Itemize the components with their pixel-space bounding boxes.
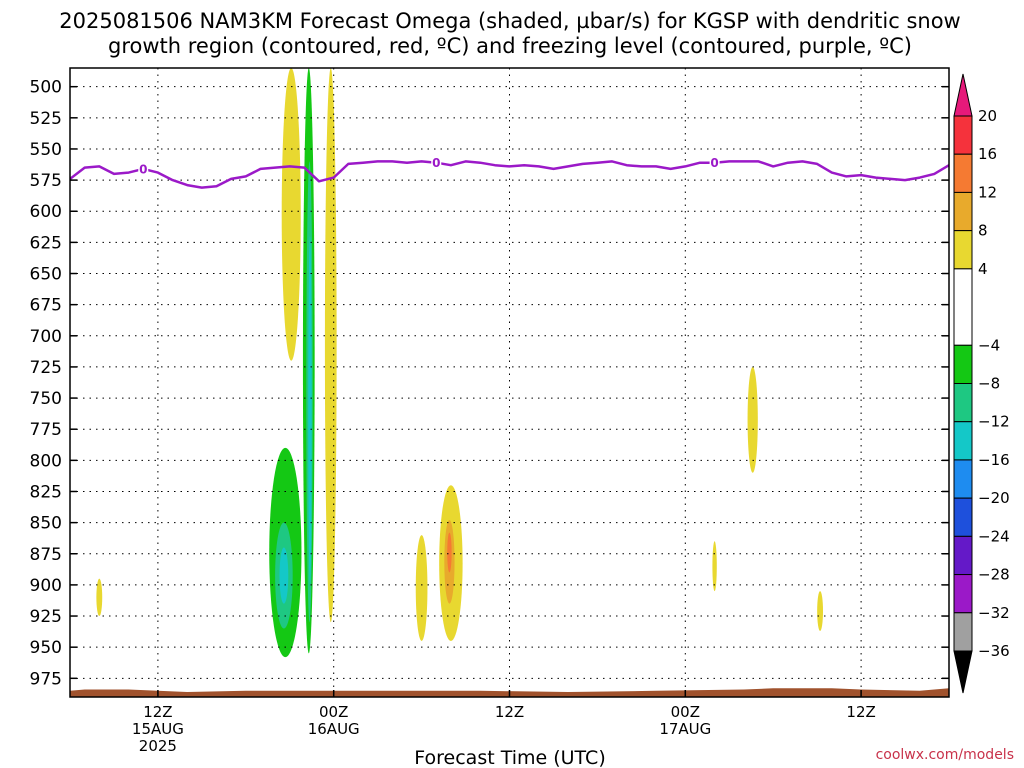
colorbar-bin-1 bbox=[953, 153, 973, 193]
xtick-label-42-0: 00Z bbox=[671, 703, 700, 721]
xtick-label-18-1: 16AUG bbox=[308, 720, 360, 738]
colorbar-bin-9 bbox=[953, 497, 973, 537]
colorbar-bin-5 bbox=[953, 344, 973, 384]
grid-lines bbox=[70, 68, 949, 697]
colorbar-bin-0 bbox=[953, 115, 973, 155]
xtick-label-18-0: 00Z bbox=[319, 703, 348, 721]
omega-feature-14 bbox=[712, 541, 717, 592]
colorbar-bin-2 bbox=[953, 191, 973, 232]
omega-feature-7 bbox=[279, 547, 289, 604]
colorbar-tick-4: 4 bbox=[978, 260, 988, 278]
colorbar-under-arrow bbox=[953, 650, 973, 694]
ytick-label-625: 625 bbox=[30, 233, 62, 253]
freezing-level-line bbox=[70, 160, 949, 189]
ytick-label-750: 750 bbox=[30, 389, 62, 409]
freezing-label-bg-2 bbox=[709, 155, 720, 170]
colorbar-tick--4: −4 bbox=[978, 336, 1000, 354]
xtick-label-54-0: 12Z bbox=[846, 703, 875, 721]
plot-frame bbox=[69, 67, 950, 698]
colorbar-bin-6 bbox=[953, 383, 973, 423]
ytick-label-925: 925 bbox=[30, 607, 62, 627]
site-credit: coolwx.com/models bbox=[876, 747, 1014, 763]
chart-title-line1: 2025081506 NAM3KM Forecast Omega (shaded… bbox=[59, 9, 960, 33]
colorbar-tick--20: −20 bbox=[978, 489, 1010, 507]
ytick-label-825: 825 bbox=[30, 482, 62, 502]
freezing-level-layer: 0 0 0 bbox=[70, 155, 949, 189]
ytick-label-550: 550 bbox=[30, 140, 62, 160]
colorbar-tick--36: −36 bbox=[978, 642, 1010, 660]
ytick-label-650: 650 bbox=[30, 265, 62, 285]
omega-feature-8 bbox=[96, 578, 103, 617]
colorbar-tick-12: 12 bbox=[978, 183, 997, 201]
xtick-label-6-2: 2025 bbox=[139, 737, 177, 755]
ytick-label-600: 600 bbox=[30, 202, 62, 222]
freezing-level-label-2: 0 bbox=[710, 156, 718, 170]
colorbar-tick-8: 8 bbox=[978, 222, 988, 240]
colorbar-tick-20: 20 bbox=[978, 107, 997, 125]
colorbar-bin-12 bbox=[953, 612, 973, 652]
colorbar-over-arrow bbox=[953, 73, 973, 117]
ytick-label-700: 700 bbox=[30, 327, 62, 347]
ytick-label-500: 500 bbox=[30, 78, 62, 98]
omega-feature-13 bbox=[747, 366, 758, 473]
colorbar: 20 16 12 8 4 −4 −8 −12 −16 −20 −24 −28 −32 −36 bbox=[953, 73, 1010, 694]
colorbar-bin-8 bbox=[953, 459, 973, 499]
y-axis-ticks: 500 525 550 575 600 625 650 675 700 725 750 775 800 8… bbox=[30, 78, 949, 689]
ytick-label-900: 900 bbox=[30, 576, 62, 596]
omega-feature-0 bbox=[281, 68, 301, 361]
omega-feature-15 bbox=[817, 591, 824, 631]
colorbar-tick--28: −28 bbox=[978, 566, 1010, 584]
colorbar-bin-4 bbox=[953, 268, 973, 346]
colorbar-bin-10 bbox=[953, 535, 973, 576]
colorbar-bin-7 bbox=[953, 421, 973, 461]
colorbar-tick-16: 16 bbox=[978, 145, 997, 163]
ytick-label-575: 575 bbox=[30, 171, 62, 191]
colorbar-tick--16: −16 bbox=[978, 451, 1010, 469]
omega-feature-9 bbox=[415, 535, 428, 641]
colorbar-bin-3 bbox=[953, 230, 973, 270]
omega-feature-1 bbox=[324, 68, 337, 623]
colorbar-bin-11 bbox=[953, 574, 973, 614]
colorbar-tick--8: −8 bbox=[978, 375, 1000, 393]
colorbar-tick--24: −24 bbox=[978, 527, 1010, 545]
chart-title-line2: growth region (contoured, red, ºC) and f… bbox=[108, 34, 912, 58]
xtick-label-6-0: 12Z bbox=[143, 703, 172, 721]
ytick-label-850: 850 bbox=[30, 514, 62, 534]
xtick-label-42-1: 17AUG bbox=[659, 720, 711, 738]
ytick-label-800: 800 bbox=[30, 451, 62, 471]
freezing-level-label-1: 0 bbox=[432, 156, 440, 170]
freezing-label-bg-0 bbox=[138, 161, 149, 176]
x-axis-label: Forecast Time (UTC) bbox=[414, 747, 605, 768]
ytick-label-875: 875 bbox=[30, 545, 62, 565]
ytick-label-525: 525 bbox=[30, 109, 62, 129]
ytick-label-675: 675 bbox=[30, 296, 62, 316]
freezing-label-bg-1 bbox=[431, 155, 442, 170]
ytick-label-775: 775 bbox=[30, 420, 62, 440]
xtick-label-30-0: 12Z bbox=[495, 703, 524, 721]
xtick-label-6-1: 15AUG bbox=[132, 720, 184, 738]
ytick-label-975: 975 bbox=[30, 669, 62, 689]
colorbar-tick--12: −12 bbox=[978, 413, 1010, 431]
omega-feature-12 bbox=[447, 532, 452, 573]
omega-shading bbox=[96, 68, 824, 658]
freezing-level-label-0: 0 bbox=[139, 162, 147, 176]
ytick-label-725: 725 bbox=[30, 358, 62, 378]
omega-feature-4 bbox=[308, 236, 312, 585]
colorbar-tick--32: −32 bbox=[978, 604, 1010, 622]
ytick-label-950: 950 bbox=[30, 638, 62, 658]
